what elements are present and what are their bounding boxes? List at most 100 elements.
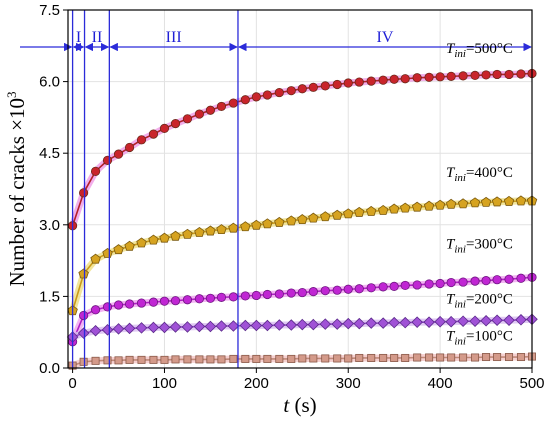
data-point bbox=[332, 79, 342, 90]
data-point bbox=[354, 206, 365, 217]
data-point bbox=[262, 289, 272, 300]
data-point bbox=[251, 92, 261, 102]
data-point bbox=[378, 75, 388, 85]
data-point bbox=[413, 353, 422, 362]
data-point bbox=[424, 72, 434, 82]
data-point bbox=[169, 321, 182, 333]
data-point bbox=[378, 282, 388, 292]
data-point bbox=[262, 90, 272, 100]
data-point bbox=[344, 354, 353, 363]
data-point bbox=[170, 119, 181, 129]
data-point bbox=[136, 298, 147, 308]
data-point bbox=[113, 149, 124, 159]
series-label: Tini=200°C bbox=[446, 292, 513, 311]
data-point bbox=[445, 198, 457, 209]
data-point bbox=[286, 86, 296, 96]
series-labels: Tini=500°C Tini=400°C Tini=300°C Tini=200°C… bbox=[446, 41, 513, 347]
stage-label: IV bbox=[377, 29, 394, 46]
data-point bbox=[101, 324, 114, 336]
series-label: Tini=500°C bbox=[446, 41, 513, 60]
data-point bbox=[229, 354, 238, 363]
data-point bbox=[148, 297, 159, 307]
series-4 bbox=[68, 352, 537, 370]
axes: 0 100 200 300 400 500 0.0 1.5 3.0 4.5 6.0 7.5 t (s) N… bbox=[4, 2, 545, 417]
data-point bbox=[298, 354, 307, 363]
y-tick-label: 1.5 bbox=[39, 288, 60, 305]
data-point bbox=[206, 355, 215, 364]
data-point bbox=[181, 321, 194, 333]
data-point bbox=[342, 317, 355, 330]
data-point bbox=[124, 299, 135, 309]
data-point bbox=[423, 316, 435, 328]
y-tick-label: 6.0 bbox=[39, 74, 60, 91]
x-tick-label: 500 bbox=[519, 375, 544, 392]
data-point bbox=[274, 289, 284, 299]
data-point bbox=[411, 316, 423, 328]
data-point bbox=[320, 81, 330, 91]
y-tick-label: 3.0 bbox=[39, 217, 60, 234]
data-point bbox=[170, 296, 181, 306]
data-point bbox=[492, 275, 502, 285]
data-point bbox=[447, 353, 456, 362]
data-point bbox=[459, 353, 468, 362]
data-point bbox=[273, 319, 286, 331]
series-label: Tini=300°C bbox=[446, 237, 513, 256]
data-point bbox=[319, 318, 332, 330]
data-point bbox=[400, 280, 410, 291]
data-point bbox=[307, 318, 320, 331]
data-point bbox=[331, 318, 343, 330]
data-point bbox=[297, 287, 307, 298]
data-point bbox=[113, 244, 124, 255]
data-point bbox=[251, 290, 261, 301]
data-point bbox=[308, 82, 318, 92]
data-point bbox=[159, 296, 170, 306]
data-point bbox=[353, 317, 366, 330]
data-point bbox=[136, 237, 147, 248]
data-point bbox=[158, 321, 171, 334]
data-point bbox=[516, 353, 525, 362]
data-point bbox=[89, 325, 102, 337]
data-point bbox=[135, 322, 148, 334]
data-point bbox=[287, 354, 296, 363]
data-point bbox=[389, 74, 399, 84]
data-point bbox=[457, 315, 469, 327]
data-point bbox=[204, 320, 217, 333]
data-point bbox=[205, 293, 216, 303]
data-point bbox=[251, 219, 262, 230]
data-point bbox=[217, 355, 226, 364]
data-point bbox=[389, 281, 399, 291]
series-label: Tini=400°C bbox=[446, 165, 513, 184]
x-tick-label: 200 bbox=[244, 375, 269, 392]
data-point bbox=[125, 355, 134, 364]
data-point bbox=[493, 353, 502, 362]
data-point bbox=[103, 356, 112, 365]
data-point bbox=[137, 355, 146, 364]
data-point bbox=[343, 284, 353, 294]
data-point bbox=[516, 273, 526, 283]
data-point bbox=[240, 291, 250, 301]
data-point bbox=[274, 87, 284, 98]
data-point bbox=[241, 354, 250, 363]
data-point bbox=[91, 356, 100, 365]
data-point bbox=[320, 211, 331, 222]
data-point bbox=[482, 353, 491, 362]
data-point bbox=[308, 287, 318, 297]
data-point bbox=[424, 279, 434, 289]
data-point bbox=[262, 218, 273, 229]
data-point bbox=[365, 317, 377, 329]
data-point bbox=[182, 228, 193, 239]
data-point bbox=[123, 322, 136, 335]
data-point bbox=[79, 310, 89, 321]
data-point bbox=[388, 316, 400, 329]
series-3 bbox=[66, 313, 538, 343]
data-point bbox=[470, 70, 480, 80]
series-0 bbox=[67, 68, 537, 231]
x-tick-label: 300 bbox=[336, 375, 361, 392]
data-point bbox=[343, 208, 354, 219]
data-point bbox=[205, 105, 216, 115]
data-point bbox=[445, 315, 457, 328]
data-point bbox=[136, 135, 147, 145]
data-point bbox=[379, 353, 388, 362]
data-point bbox=[148, 129, 159, 139]
data-point bbox=[354, 77, 364, 87]
